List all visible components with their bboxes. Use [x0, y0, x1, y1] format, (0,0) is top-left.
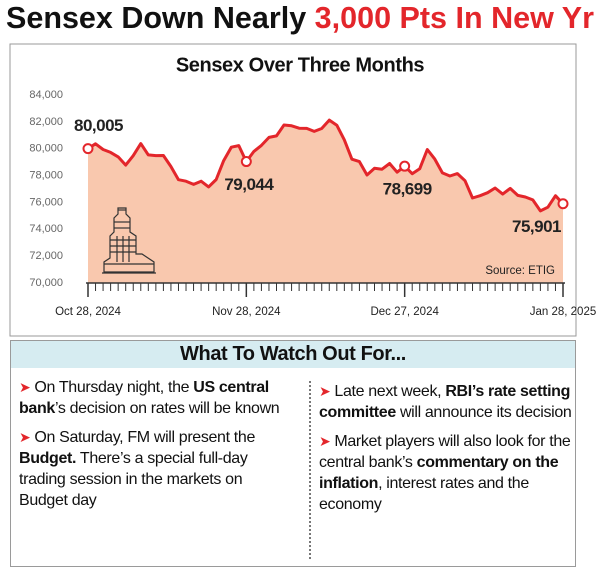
headline: Sensex Down Nearly 3,000 Pts In New Yr [6, 0, 594, 35]
plot: 70,000 72,000 74,000 76,000 78,000 80,000 82,0… [29, 89, 596, 318]
bullet: ➤ Market players will also look for the c… [319, 431, 587, 515]
y-tick-label: 80,000 [29, 143, 63, 155]
y-tick-label: 78,000 [29, 169, 63, 181]
bullet: ➤ On Thursday night, the US central bank’… [19, 377, 287, 419]
bullet-text: On Saturday, FM will present the [34, 429, 255, 446]
point [557, 198, 569, 210]
line [87, 118, 565, 213]
chart: Sensex Down Nearly 3,000 Pts In New Yr S… [6, 0, 596, 337]
value-label: 79,044 [224, 175, 274, 194]
point [240, 156, 252, 168]
bullet-arrow: ➤ [319, 383, 331, 399]
bullet-bold-text: US central bank [19, 379, 269, 417]
headline-plain: Sensex Down Nearly [6, 0, 315, 35]
watch-column: ➤ On Thursday night, the US central bank’… [19, 377, 287, 519]
bullet: ➤ Late next week, RBI’s rate setting comm… [319, 381, 587, 423]
watch-column: ➤ Late next week, RBI’s rate setting comm… [309, 381, 587, 559]
value-label: 75,901 [512, 217, 561, 236]
area [88, 120, 563, 283]
bullet-bold-text: Budget. [19, 450, 77, 467]
y-tick-label: 74,000 [29, 223, 63, 235]
watch-title: What To Watch Out For... [11, 341, 575, 368]
watch-panel: What To Watch Out For... ➤ On Thursday ni… [10, 340, 576, 567]
bullet: ➤ On Saturday, FM will present the Budget… [19, 427, 287, 511]
bullet-text: Late next week, [334, 383, 446, 400]
source: Source: ETIG [485, 265, 555, 277]
y-tick-label: 82,000 [29, 116, 63, 128]
bullet-text: On Thursday night, the [34, 379, 194, 396]
bullet-arrow: ➤ [19, 379, 31, 395]
y-tick-label: 72,000 [29, 250, 63, 262]
chart-title: Sensex Over Three Months [176, 54, 425, 76]
y-tick-label: 84,000 [29, 89, 63, 101]
x-tick-label: Oct 28, 2024 [55, 306, 121, 318]
headline-highlight: 3,000 Pts In New Yr [315, 0, 594, 35]
bullet-text: , interest rates and the economy [319, 475, 529, 513]
bullet-text: ’s decision on rates will be known [54, 400, 280, 417]
value-label: 78,699 [383, 180, 432, 199]
bullet-text: will announce its decision [395, 404, 572, 421]
point [82, 143, 94, 155]
sensex-building-icon [102, 207, 156, 274]
chart-frame [9, 43, 577, 337]
bullet-bold-text: RBI’s rate setting committee [319, 383, 571, 421]
point [399, 160, 411, 172]
y-tick-label: 70,000 [29, 277, 63, 289]
y-tick-label: 76,000 [29, 196, 63, 208]
bullet-text: There’s a special full-day trading sessi… [19, 450, 248, 509]
bullet-bold-text: commentary on the inflation [319, 454, 559, 492]
x-tick-label: Jan 28, 2025 [530, 306, 597, 318]
value-label: 80,005 [74, 116, 123, 135]
x-tick-label: Dec 27, 2024 [370, 306, 439, 318]
bullet-arrow: ➤ [319, 433, 331, 449]
bullet-text: Market players will also look for the ce… [319, 433, 571, 471]
x-tick-label: Nov 28, 2024 [212, 306, 281, 318]
bullet-arrow: ➤ [19, 429, 31, 445]
